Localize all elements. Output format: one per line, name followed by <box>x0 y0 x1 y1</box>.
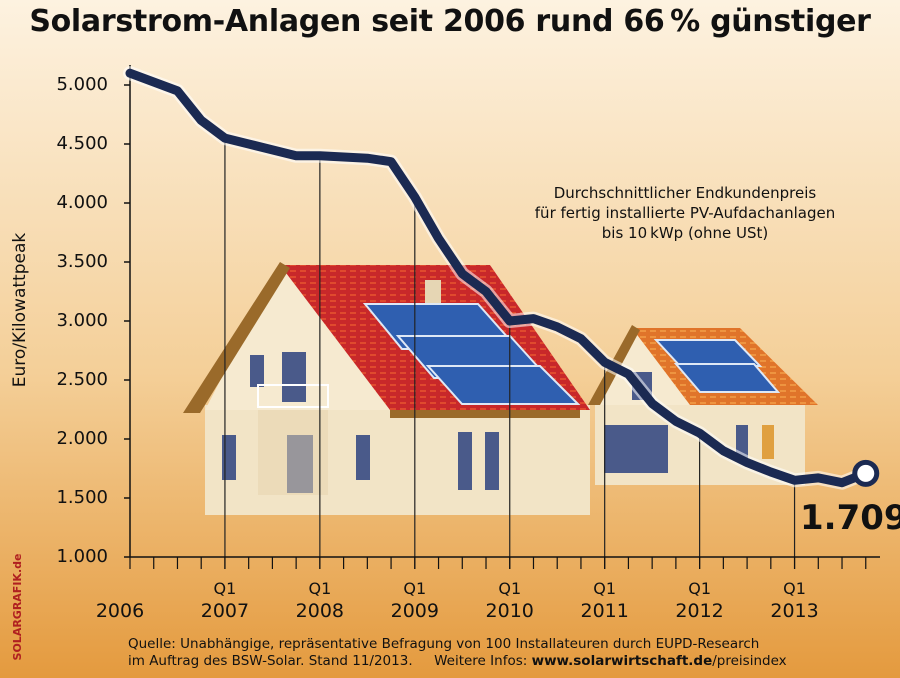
y-tick-label: 1.000 <box>56 546 108 567</box>
end-point-marker <box>852 459 880 487</box>
annotation-box: Durchschnittlicher Endkundenpreis für fe… <box>495 183 875 243</box>
x-year-label: 2011 <box>580 600 629 622</box>
y-tick-label: 3.500 <box>56 251 108 272</box>
annotation-line-2: für fertig installierte PV-Aufdachanlage… <box>534 204 836 222</box>
x-year-label: 2013 <box>770 600 819 622</box>
x-quarter-label: Q1 <box>308 579 332 598</box>
y-tick-label: 5.000 <box>56 74 108 95</box>
chart-title: Solarstrom-Anlagen seit 2006 rund 66 % g… <box>29 4 871 39</box>
axes <box>124 65 880 569</box>
source-line-2a: im Auftrag des BSW-Solar. Stand 11/2013. <box>128 653 413 669</box>
annotation-line-3: bis 10 kWp (ohne USt) <box>601 224 769 242</box>
solar-panels-big <box>362 303 581 405</box>
annotation-line-1: Durchschnittlicher Endkundenpreis <box>553 184 817 202</box>
x-quarter-label: Q1 <box>688 579 711 598</box>
y-tick-label: 2.500 <box>56 369 108 390</box>
series-group <box>123 66 880 490</box>
y-tick-label: 2.000 <box>56 428 108 449</box>
x-quarter-label: Q1 <box>213 579 237 598</box>
y-tick-label: 4.500 <box>56 133 108 154</box>
x-year-label: 2009 <box>390 600 439 622</box>
x-quarter-label: Q1 <box>783 579 806 598</box>
houses-illustration <box>183 262 818 515</box>
end-value-label: 1.709 <box>800 498 900 538</box>
x-year-label: 2012 <box>675 600 724 622</box>
solar-panels-small <box>653 339 781 393</box>
source-line-1: Quelle: Unabhängige, repräsentative Befr… <box>128 636 760 652</box>
x-year-label: 2010 <box>485 600 534 622</box>
y-tick-label: 4.000 <box>56 192 108 213</box>
x-quarter-label: Q1 <box>593 579 617 598</box>
source-link[interactable]: www.solarwirtschaft.de <box>531 653 713 669</box>
source-link-path: /preisindex <box>712 653 787 669</box>
source-line-2: im Auftrag des BSW-Solar. Stand 11/2013.… <box>128 653 898 670</box>
credit-label: SOLARGRAFIK.de <box>11 553 24 661</box>
x-quarter-label: Q1 <box>498 579 522 598</box>
series-line <box>125 68 871 488</box>
x-quarter-label: Q1 <box>403 579 427 598</box>
y-tick-label: 1.500 <box>56 487 108 508</box>
source-note: Quelle: Unabhängige, repräsentative Befr… <box>128 636 898 670</box>
grid-lines <box>224 138 796 569</box>
source-line-2b: Weitere Infos: <box>434 653 528 669</box>
x-year-label: 2006 <box>95 600 145 622</box>
x-year-label: 2007 <box>200 600 250 622</box>
y-tick-label: 3.000 <box>56 310 108 331</box>
x-year-label: 2008 <box>295 600 345 622</box>
